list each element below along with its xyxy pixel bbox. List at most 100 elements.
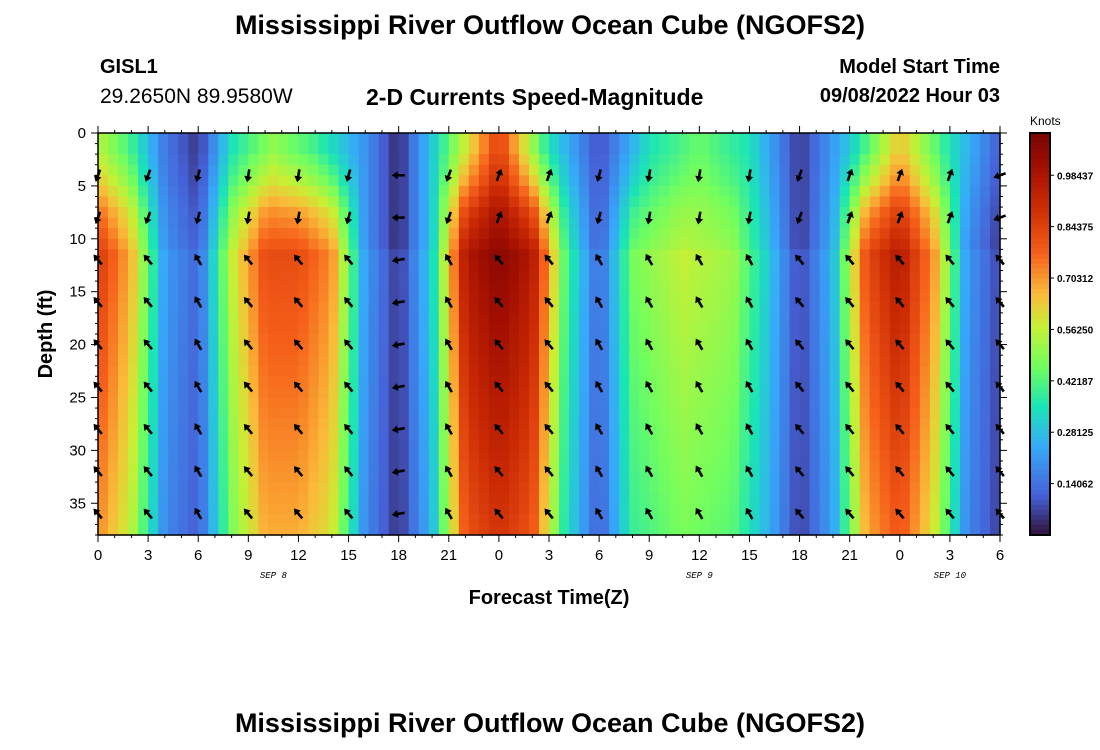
heat-cell xyxy=(759,344,771,356)
vector-head xyxy=(795,217,804,225)
heat-cell xyxy=(198,175,209,187)
colorbar-tick-label: 0.42187 xyxy=(1057,377,1094,388)
heat-cell xyxy=(538,143,550,155)
heat-cell xyxy=(809,376,821,388)
heat-cell xyxy=(889,217,901,229)
heat-cell xyxy=(528,386,540,399)
heat-cell xyxy=(839,344,851,356)
heat-cell xyxy=(789,143,801,155)
heat-cell xyxy=(699,376,710,388)
heat-cell xyxy=(739,228,751,240)
heat-cell xyxy=(538,270,550,282)
heat-cell xyxy=(559,228,570,240)
heat-cell xyxy=(739,270,751,282)
heat-cell xyxy=(208,154,219,166)
heat-cell xyxy=(318,355,330,367)
heat-cell xyxy=(649,355,660,367)
heat-cell xyxy=(819,302,831,314)
heat-cell xyxy=(729,133,741,145)
heat-cell xyxy=(619,175,630,187)
heat-cell xyxy=(358,503,370,515)
heat-cell xyxy=(408,133,420,145)
heat-cell xyxy=(969,217,981,229)
heat-cell xyxy=(649,408,660,420)
heat-cell xyxy=(328,450,340,462)
current-vector xyxy=(695,507,704,520)
heat-cell xyxy=(669,397,680,409)
heat-cell xyxy=(929,228,941,240)
heat-cell xyxy=(398,386,410,399)
heat-cell xyxy=(268,439,279,451)
heat-cell xyxy=(969,471,981,483)
heat-cell xyxy=(98,418,109,430)
heat-cell xyxy=(959,270,971,282)
heat-cell xyxy=(268,196,279,208)
heat-cell xyxy=(859,143,871,155)
heat-cell xyxy=(118,133,129,145)
heat-cell xyxy=(428,143,440,155)
heat-cell xyxy=(909,196,921,208)
heat-cell xyxy=(629,418,640,430)
heat-cell xyxy=(859,323,871,335)
heat-cell xyxy=(128,429,139,441)
heat-cell xyxy=(599,429,610,441)
heat-cell xyxy=(318,291,330,303)
heat-cell xyxy=(979,482,991,494)
heat-cell xyxy=(98,408,109,420)
heat-cell xyxy=(809,450,821,462)
heat-cell xyxy=(559,408,570,420)
heat-cell xyxy=(388,397,400,409)
heat-cell xyxy=(989,355,1001,367)
heat-cell xyxy=(679,302,690,314)
heat-cell xyxy=(569,185,580,198)
heat-cell xyxy=(949,334,961,346)
heat-cell xyxy=(158,429,169,441)
heat-cell xyxy=(699,439,710,451)
heat-cell xyxy=(298,344,310,356)
heat-cell xyxy=(328,185,340,198)
current-vector xyxy=(544,423,554,435)
heat-cell xyxy=(949,164,961,176)
heat-cell xyxy=(138,376,149,388)
heat-cell xyxy=(739,143,751,155)
heat-cell xyxy=(789,238,801,250)
heat-cell xyxy=(929,397,941,409)
heat-cell xyxy=(839,270,851,282)
heat-cell xyxy=(188,376,199,388)
heat-cell xyxy=(809,323,821,335)
heat-cell xyxy=(909,143,921,155)
current-vector xyxy=(494,339,504,351)
heat-cell xyxy=(949,524,961,536)
heat-cell xyxy=(468,386,480,399)
heat-cell xyxy=(188,355,199,367)
vector-head xyxy=(745,507,753,515)
colorbar-cell xyxy=(1030,328,1050,335)
heat-cell xyxy=(669,281,680,293)
heat-cell xyxy=(498,323,510,335)
heat-cell xyxy=(178,312,189,325)
heat-cell xyxy=(779,471,791,483)
heat-cell xyxy=(378,376,390,388)
heat-cell xyxy=(559,355,570,367)
heat-cell xyxy=(438,471,450,483)
heat-cell xyxy=(909,185,921,198)
heat-cell xyxy=(829,418,841,430)
heat-cell xyxy=(388,524,400,536)
heat-cell xyxy=(739,503,751,515)
heat-cell xyxy=(899,175,911,187)
heat-cell xyxy=(278,408,290,420)
heat-cell xyxy=(348,471,360,483)
heat-cell xyxy=(879,376,891,388)
heat-cell xyxy=(478,185,490,198)
heat-cell xyxy=(759,386,771,399)
heat-cell xyxy=(368,429,380,441)
heat-cell xyxy=(689,429,700,441)
heat-cell xyxy=(238,228,249,240)
heat-cell xyxy=(909,238,921,250)
heat-cell xyxy=(288,355,300,367)
heat-cell xyxy=(168,429,179,441)
heat-cell xyxy=(759,291,771,303)
heat-cell xyxy=(799,270,811,282)
heat-cell xyxy=(428,503,440,515)
heat-cell xyxy=(298,376,310,388)
